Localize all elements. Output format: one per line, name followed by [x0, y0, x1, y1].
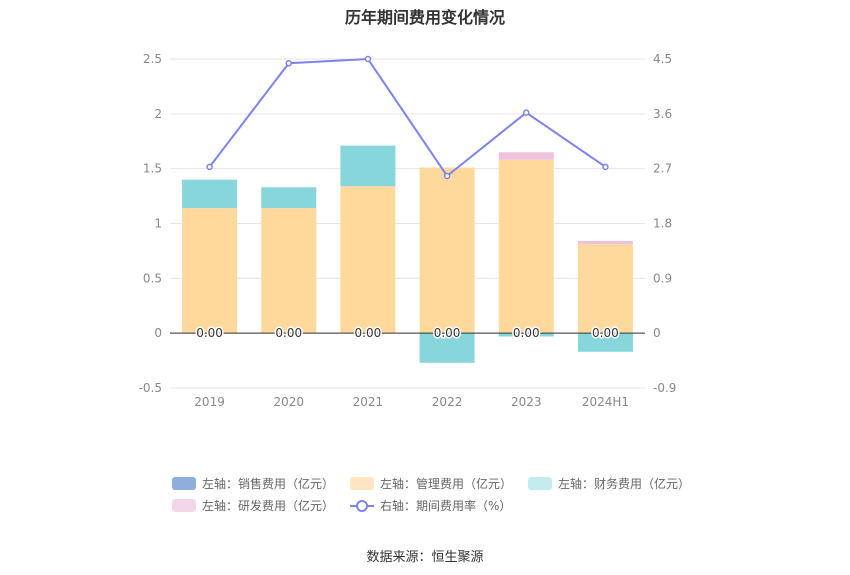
bar-segment: [498, 159, 554, 334]
expense-rate-point: [206, 163, 213, 171]
bar-segment: [340, 186, 396, 334]
legend-item-expense-rate[interactable]: 右轴：期间费用率（%）: [350, 497, 511, 514]
right-axis-tick-label: -0.9: [653, 381, 676, 395]
bar-segment: [261, 187, 317, 209]
left-axis-tick-label: 1: [154, 217, 162, 231]
data-label: 0.00: [355, 326, 382, 340]
legend-label-finance: 左轴：财务费用（亿元）: [558, 476, 691, 491]
right-axis-tick-label: 1.8: [653, 217, 672, 231]
bar-segment: [498, 152, 554, 160]
right-axis-tick-label: 0: [653, 326, 661, 340]
expense-rate-point: [285, 60, 292, 67]
data-label: 0.00: [434, 326, 461, 340]
bar-segment: [577, 333, 633, 352]
data-source: 数据来源：恒生聚源: [366, 550, 484, 565]
legend-item-sales[interactable]: 左轴：销售费用（亿元）: [172, 475, 334, 492]
legend-label-sales: 左轴：销售费用（亿元）: [202, 476, 335, 491]
left-axis-tick-label: 2.5: [143, 52, 162, 66]
legend-swatch-rd: [172, 498, 196, 512]
bar-segment: [261, 208, 317, 334]
left-axis-tick-label: -0.5: [139, 381, 162, 395]
bar-segment: [577, 241, 633, 245]
x-axis-tick-label: 2023: [511, 395, 542, 409]
bar-segment: [182, 208, 238, 334]
legend-swatch-sales: [172, 476, 196, 490]
x-axis-tick-label: 2021: [353, 395, 384, 409]
data-label: 0.00: [592, 326, 619, 340]
chart-title: 历年期间费用变化情况: [344, 8, 505, 27]
left-axis-tick-label: 1.5: [143, 162, 162, 176]
bar-segment: [182, 179, 238, 209]
expense-rate-line: [208, 57, 606, 178]
bar-segment: [498, 333, 554, 337]
data-label: 0.00: [513, 326, 540, 340]
bar-segment: [419, 333, 475, 363]
legend-label-rd: 左轴：研发费用（亿元）: [202, 498, 335, 513]
left-axis-tick-label: 2: [154, 107, 162, 121]
legend-item-admin[interactable]: 左轴：管理费用（亿元）: [350, 475, 512, 492]
x-axis-tick-label: 2019: [194, 395, 225, 409]
x-axis-tick-label: 2022: [432, 395, 463, 409]
legend-swatch-finance: [528, 476, 553, 490]
legend-label-admin: 左轴：管理费用（亿元）: [380, 476, 513, 491]
legend: 左轴：销售费用（亿元） 左轴：管理费用（亿元） 左轴：财务费用（亿元） 左轴：研…: [172, 472, 692, 516]
left-axis-tick-label: 0.5: [143, 271, 162, 285]
right-axis-tick-label: 3.6: [653, 107, 672, 121]
expense-rate-point: [364, 55, 372, 63]
left-axis-tick-label: 0: [154, 326, 162, 340]
x-axis-tick-label: 2024H1: [582, 395, 629, 409]
x-axis-tick-label: 2020: [273, 395, 304, 409]
bar-segment: [340, 145, 396, 187]
expense-rate-point: [443, 172, 451, 180]
legend-item-rd[interactable]: 左轴：研发费用（亿元）: [172, 497, 334, 514]
data-label: 0.00: [275, 326, 302, 340]
expense-rate-point: [602, 163, 609, 171]
legend-item-finance[interactable]: 左轴：财务费用（亿元）: [528, 475, 690, 492]
right-axis-tick-label: 0.9: [653, 271, 672, 285]
legend-label-expense-rate: 右轴：期间费用率（%）: [380, 498, 512, 513]
expense-rate-point: [523, 109, 530, 116]
bar-segment: [419, 167, 475, 334]
right-axis-tick-label: 2.7: [653, 162, 672, 176]
legend-line-swatch: [350, 499, 375, 512]
data-label: 0.00: [196, 326, 223, 340]
right-axis-tick-label: 4.5: [653, 52, 672, 66]
bar-segment: [577, 244, 633, 334]
legend-swatch-admin: [350, 476, 375, 490]
